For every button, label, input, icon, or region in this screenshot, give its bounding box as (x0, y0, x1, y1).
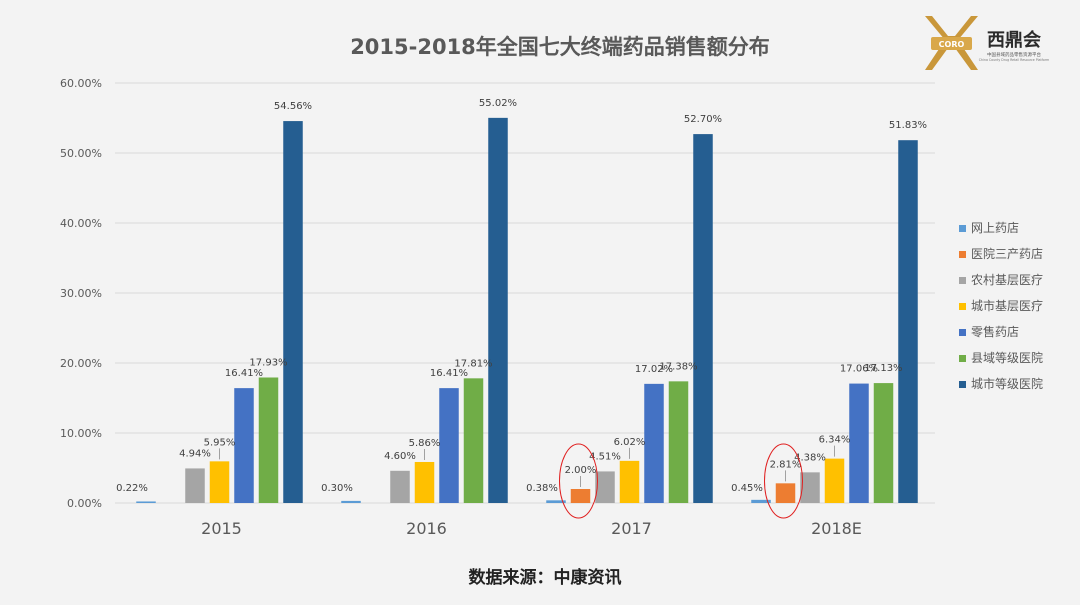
data-label: 55.02% (479, 98, 517, 109)
data-label: 0.22% (116, 483, 148, 494)
bar-城市基层医疗-2018E (824, 458, 845, 503)
data-label: 54.56% (274, 101, 312, 112)
legend-swatch (959, 303, 966, 310)
bar-医院三产药店-2018E (775, 483, 796, 503)
legend-swatch (959, 277, 966, 284)
data-label: 0.30% (321, 483, 353, 494)
bar-网上药店-2015 (136, 501, 156, 503)
x-category-label: 2016 (406, 519, 447, 538)
y-tick-label: 10.00% (60, 427, 102, 440)
data-label: 2.81% (770, 459, 802, 470)
logo-name: 西鼎会 (987, 29, 1041, 51)
data-label: 52.70% (684, 114, 722, 125)
legend-item-县域等级医院: 县域等级医院 (971, 351, 1043, 365)
data-label: 0.38% (526, 483, 558, 494)
bar-城市等级医院-2016 (488, 117, 508, 504)
bar-零售药店-2018E (849, 383, 869, 503)
legend-swatch (959, 251, 966, 258)
legend-item-农村基层医疗: 农村基层医疗 (971, 273, 1043, 287)
x-category-label: 2018E (811, 519, 862, 538)
data-label: 4.60% (384, 451, 416, 462)
x-category-label: 2015 (201, 519, 242, 538)
data-label: 5.86% (409, 438, 441, 449)
data-label: 6.34% (819, 435, 851, 446)
bar-零售药店-2015 (234, 388, 254, 503)
bar-医院三产药店-2017 (570, 489, 591, 503)
bar-县域等级医院-2018E (873, 383, 894, 503)
data-label: 4.94% (179, 448, 211, 459)
legend-item-零售药店: 零售药店 (971, 324, 1019, 339)
legend-swatch (959, 225, 966, 232)
data-label: 6.02% (614, 437, 646, 448)
bar-城市等级医院-2018E (898, 140, 918, 503)
x-axis-categories: 2015 2016 2017 2018E (201, 519, 862, 538)
y-tick-label: 50.00% (60, 147, 102, 160)
y-tick-label: 0.00% (67, 497, 102, 510)
data-label: 17.06% (840, 364, 878, 375)
bar-网上药店-2018E (751, 499, 771, 503)
bar-城市基层医疗-2017 (619, 460, 640, 503)
bar-农村基层医疗-2016 (390, 470, 410, 503)
legend-swatch (959, 329, 966, 336)
bar-农村基层医疗-2017 (595, 471, 615, 503)
bar-县域等级医院-2015 (258, 377, 279, 503)
data-label: 4.38% (794, 452, 826, 463)
data-label: 5.95% (204, 437, 236, 448)
x-category-label: 2017 (611, 519, 652, 538)
legend-swatch (959, 355, 966, 362)
highlight-circle (559, 443, 598, 519)
bar-农村基层医疗-2018E (800, 472, 820, 503)
bar-网上药店-2016 (341, 500, 361, 503)
chart-title: 2015-2018年全国七大终端药品销售额分布 (350, 35, 770, 59)
y-tick-label: 20.00% (60, 357, 102, 370)
data-label: 17.38% (659, 361, 697, 372)
bars (136, 117, 918, 504)
data-label: 4.51% (589, 451, 621, 462)
legend-item-城市等级医院: 城市等级医院 (971, 376, 1043, 391)
legend-item-城市基层医疗: 城市基层医疗 (971, 298, 1043, 313)
data-label: 17.93% (249, 357, 287, 368)
bar-城市基层医疗-2016 (414, 461, 435, 503)
data-label: 0.45% (731, 483, 763, 494)
brand-logo: CORO 西鼎会 中国县域药品零售资源平台 China County Drug … (925, 16, 1049, 70)
y-tick-label: 60.00% (60, 77, 102, 90)
logo-subtitle-en: China County Drug Retail Resource Platfo… (979, 58, 1049, 62)
data-label: 17.13% (864, 363, 902, 374)
bar-城市等级医院-2017 (693, 134, 713, 503)
annotation-circles (559, 443, 803, 519)
data-label: 51.83% (889, 120, 927, 131)
y-tick-label: 40.00% (60, 217, 102, 230)
bar-城市基层医疗-2015 (209, 461, 230, 503)
y-axis-ticks: 0.00% 10.00% 20.00% 30.00% 40.00% 50.00% 60.00… (60, 77, 102, 510)
bar-城市等级医院-2015 (283, 121, 303, 503)
logo-subtitle-cn: 中国县域药品零售资源平台 (987, 51, 1041, 58)
logo-badge: CORO (939, 40, 965, 49)
data-label: 17.81% (454, 358, 492, 369)
y-tick-label: 30.00% (60, 287, 102, 300)
legend-item-医院三产药店: 医院三产药店 (971, 247, 1043, 261)
data-label: 16.41% (225, 368, 263, 379)
data-label: 17.02% (635, 364, 673, 375)
bar-县域等级医院-2016 (463, 378, 484, 503)
data-label: 2.00% (565, 465, 597, 476)
bar-网上药店-2017 (546, 500, 566, 503)
source-note: 数据来源：中康资讯 (469, 567, 622, 588)
bar-农村基层医疗-2015 (185, 468, 205, 503)
data-labels: 0.22%4.94%5.95%16.41%17.93%54.56%0.30%4.… (116, 98, 927, 494)
highlight-circle (764, 443, 803, 519)
bar-零售药店-2016 (439, 388, 459, 503)
legend-swatch (959, 381, 966, 388)
bar-零售药店-2017 (644, 383, 664, 503)
data-label: 16.41% (430, 368, 468, 379)
legend-item-网上药店: 网上药店 (971, 221, 1019, 235)
bar-县域等级医院-2017 (668, 381, 689, 503)
